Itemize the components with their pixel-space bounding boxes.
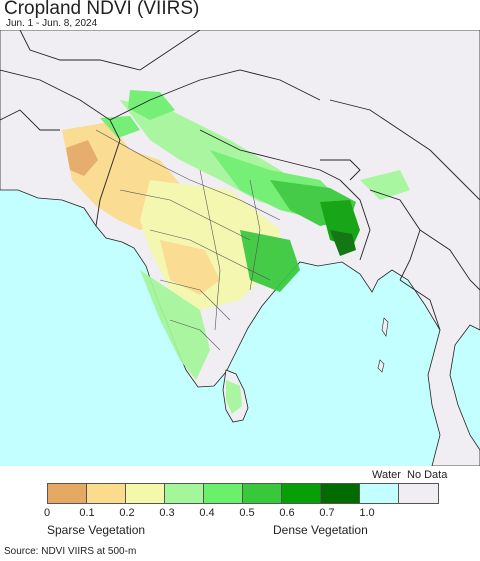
country-borders <box>0 30 480 331</box>
legend-tick-label: 0.2 <box>119 507 135 519</box>
legend: Water No Data 0 0.1 0.2 0.3 0.4 0.5 0.6 0.7 1.0 … <box>0 466 480 544</box>
map-title: Cropland NDVI (VIIRS) <box>4 0 200 19</box>
legend-swatch-4 <box>204 484 243 503</box>
ndvi-patches <box>62 90 410 414</box>
legend-swatch-7 <box>321 484 360 503</box>
source-note: Source: NDVI VIIRS at 500-m <box>4 546 137 557</box>
ndvi-map <box>0 30 480 466</box>
legend-swatch-9 <box>399 484 438 503</box>
legend-tick-label: 0.1 <box>79 507 95 519</box>
legend-swatch-6 <box>282 484 321 503</box>
legend-tick-label: 0.7 <box>319 507 335 519</box>
legend-swatch-5 <box>243 484 282 503</box>
legend-water-label: Water <box>372 469 401 481</box>
legend-tick-label: 0 <box>43 507 51 519</box>
legend-nodata-label: No Data <box>407 469 448 481</box>
legend-swatch-1 <box>87 484 126 503</box>
legend-tick-label: 0.4 <box>199 507 215 519</box>
legend-swatch-2 <box>126 484 165 503</box>
boundaries <box>95 129 281 351</box>
legend-swatch-0 <box>48 484 87 503</box>
legend-swatch-8 <box>360 484 399 503</box>
legend-color-bar <box>47 483 439 504</box>
legend-tick-label: 0.6 <box>279 507 295 519</box>
legend-tick-label: 0.5 <box>239 507 255 519</box>
date-range: Jun. 1 - Jun. 8, 2024 <box>6 18 98 29</box>
legend-dense-label: Dense Vegetation <box>273 523 368 537</box>
legend-tick-label: 1.0 <box>359 507 375 519</box>
legend-tick-label: 0.3 <box>159 507 175 519</box>
legend-sparse-label: Sparse Vegetation <box>47 523 146 537</box>
legend-swatch-3 <box>165 484 204 503</box>
